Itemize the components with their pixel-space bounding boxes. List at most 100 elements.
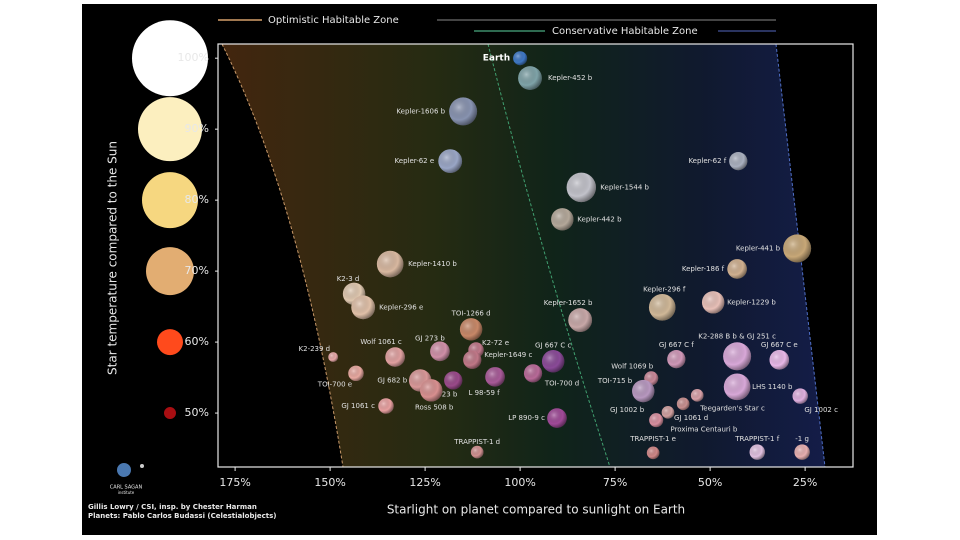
star-size bbox=[138, 97, 202, 162]
planet-shade bbox=[541, 350, 565, 373]
planet-shade bbox=[729, 152, 748, 171]
planet-label: Kepler-1649 c bbox=[484, 351, 532, 359]
x-tick-label: 25% bbox=[793, 476, 817, 489]
star-size bbox=[142, 172, 198, 229]
x-tick-label: 75% bbox=[603, 476, 627, 489]
planet-shade bbox=[523, 364, 543, 383]
planet-shade bbox=[769, 350, 790, 370]
planet-shade bbox=[463, 350, 482, 369]
planet-shade bbox=[470, 445, 484, 459]
planet-shade bbox=[430, 341, 450, 362]
planet-shade bbox=[723, 373, 751, 401]
planet-shade bbox=[646, 446, 660, 460]
legend-label: Optimistic Habitable Zone bbox=[268, 15, 399, 26]
planet-shade bbox=[676, 397, 690, 411]
planet-shade bbox=[351, 295, 376, 320]
y-tick-label: 80% bbox=[185, 193, 209, 206]
planet-shade bbox=[518, 66, 542, 90]
planet-shade bbox=[551, 208, 574, 231]
planet-label: Teegarden's Star c bbox=[699, 404, 765, 412]
planet-label: GJ 1002 c bbox=[804, 406, 838, 414]
logo-text: institute bbox=[118, 490, 135, 495]
planet-label: Kepler-186 f bbox=[682, 265, 725, 273]
planet-label: TRAPPIST-1 e bbox=[629, 435, 676, 443]
planet-shade bbox=[661, 406, 675, 419]
planet-label: LHS 1140 b bbox=[752, 383, 793, 391]
planet-label: TOI-700 e bbox=[317, 380, 352, 388]
y-tick-label: 50% bbox=[185, 406, 209, 419]
y-tick-label: 100% bbox=[178, 51, 209, 64]
logo-planet bbox=[117, 463, 131, 477]
planet-shade bbox=[438, 149, 463, 174]
planet-label: Kepler-296 e bbox=[379, 303, 423, 311]
planet-label: GJ 682 b bbox=[377, 376, 407, 384]
x-tick-label: 100% bbox=[504, 476, 535, 489]
y-tick-label: 70% bbox=[185, 264, 209, 277]
planet-label: Kepler-62 e bbox=[395, 157, 435, 165]
planet-label: Kepler-442 b bbox=[577, 215, 622, 223]
planet-shade bbox=[701, 291, 725, 314]
credit: Gillis Lowry / CSI, insp. by Chester Har… bbox=[88, 503, 257, 511]
planet-label: Kepler-1544 b bbox=[600, 183, 649, 191]
x-tick-label: 125% bbox=[409, 476, 440, 489]
planet-label: Wolf 1061 c bbox=[360, 338, 401, 346]
y-axis-label: Star temperature compared to the Sun bbox=[106, 141, 120, 375]
planet-shade bbox=[547, 408, 567, 428]
optimistic-inner-edge bbox=[221, 43, 344, 468]
planet-label: GJ 667 C f bbox=[659, 341, 694, 349]
planet-label: Ross 508 b bbox=[415, 403, 454, 411]
planet-label: TOI-1266 d bbox=[451, 309, 491, 317]
planet-shade bbox=[376, 250, 404, 278]
planet-shade bbox=[419, 379, 443, 402]
planet-label: Kepler-1410 b bbox=[408, 260, 457, 268]
planet-shade bbox=[792, 388, 808, 404]
planet-shade bbox=[459, 318, 483, 341]
planet-label: K2-288 B b & GJ 251 c bbox=[698, 332, 776, 340]
planet-shade bbox=[783, 234, 812, 263]
planet-shade bbox=[667, 350, 686, 369]
y-tick-label: 90% bbox=[185, 122, 209, 135]
x-tick-label: 150% bbox=[314, 476, 345, 489]
planet-label: GJ 273 b bbox=[415, 334, 445, 342]
x-tick-label: 50% bbox=[698, 476, 722, 489]
star-size bbox=[164, 407, 176, 420]
planet-shade bbox=[378, 398, 394, 414]
planet-label: LP 890-9 c bbox=[508, 414, 545, 422]
planet-label: GJ 667 C e bbox=[761, 341, 798, 349]
planet-shade bbox=[690, 389, 704, 402]
legend-label: Conservative Habitable Zone bbox=[552, 26, 698, 37]
planet-label: Kepler-296 f bbox=[643, 285, 686, 293]
planet-label: K2-3 d bbox=[337, 275, 360, 283]
planet-shade bbox=[723, 342, 752, 371]
planet-shade bbox=[568, 308, 593, 332]
credit: Planets: Pablo Carlos Budassi (Celestial… bbox=[88, 512, 277, 520]
planet-label: TOI-700 d bbox=[544, 379, 579, 387]
planet-shade bbox=[727, 259, 747, 279]
planet-label: Kepler-1652 b bbox=[544, 299, 593, 307]
planet-label: Earth bbox=[483, 54, 510, 64]
planet-label: Kepler-452 b bbox=[548, 74, 593, 82]
planet-label: GJ 1061 c bbox=[341, 402, 375, 410]
planet-shade bbox=[566, 172, 596, 203]
planet-shade bbox=[649, 413, 664, 428]
conservative-inner-edge bbox=[487, 43, 611, 468]
planet-label: TOI-715 b bbox=[597, 377, 633, 385]
star-size bbox=[157, 329, 183, 356]
planet-shade bbox=[794, 444, 810, 460]
planet-label: Proxima Centauri b bbox=[670, 425, 737, 433]
planet-shade bbox=[632, 379, 655, 403]
planet-label: Kepler-1606 b bbox=[396, 107, 445, 115]
x-axis-label: Starlight on planet compared to sunlight… bbox=[387, 503, 685, 517]
planet-label: K2-72 e bbox=[482, 339, 509, 347]
plot-frame bbox=[217, 43, 854, 468]
planet-label: K2-239 d bbox=[299, 345, 331, 353]
planet-label: Kepler-1229 b bbox=[727, 298, 776, 306]
planet-label: Kepler-441 b bbox=[736, 244, 781, 252]
planet-label: GJ 667 C c bbox=[535, 341, 571, 349]
logo-moon bbox=[140, 464, 144, 468]
planet-label: GJ 1002 b bbox=[610, 406, 645, 414]
planet-label: Kepler-62 f bbox=[688, 157, 726, 165]
planet-label: TRAPPIST-1 d bbox=[453, 438, 500, 446]
x-tick-label: 175% bbox=[219, 476, 250, 489]
